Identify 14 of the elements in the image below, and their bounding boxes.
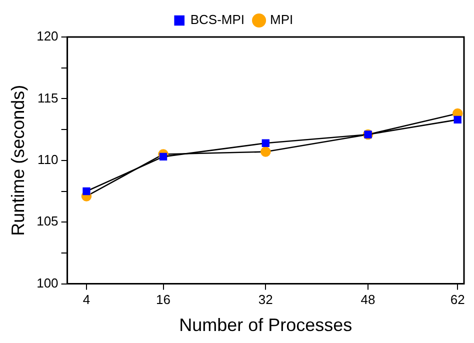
legend-label: BCS-MPI [190,12,245,28]
legend-label: MPI [270,12,294,28]
x-axis-title: Number of Processes [179,315,352,336]
x-tick-label: 62 [450,292,465,308]
x-tick-label: 48 [360,292,376,308]
y-axis-title: Runtime (seconds) [8,84,28,236]
y-tick-label: 100 [36,275,58,290]
y-tick-label: 115 [38,90,58,106]
y-tick-label: 120 [36,28,58,44]
x-tick-label: 16 [156,292,171,308]
y-tick-label: 105 [36,214,58,229]
x-tick-label: 4 [82,292,90,308]
y-tick-label: 110 [38,152,58,167]
x-tick-label: 32 [258,292,273,308]
